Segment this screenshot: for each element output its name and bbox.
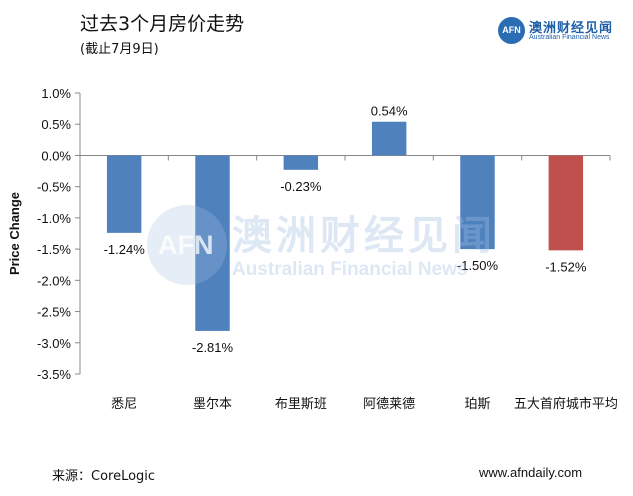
source-note: 来源：CoreLogic [52, 469, 156, 484]
brand-name: 澳洲财经见闻 [529, 21, 614, 36]
brand-logo-block: AFN 澳洲财经见闻 Australian Financial News [498, 17, 628, 49]
y-tick-label: -3.0% [37, 336, 71, 351]
data-label: -1.52% [545, 259, 587, 274]
chart-title: 过去3个月房价走势 [80, 13, 245, 35]
y-tick-label: -1.5% [37, 242, 71, 257]
bar [106, 155, 142, 233]
data-label: -1.24% [104, 242, 146, 257]
y-tick-label: -1.0% [37, 211, 71, 226]
bar-chart: 1.0% 0.5% 0.0% -0.5% -1.0% -1.5% -2.0% -2.5% -3.… [7, 86, 618, 412]
category-label: 阿德莱德 [363, 397, 415, 412]
bar [548, 155, 584, 251]
data-label: -1.50% [457, 258, 499, 273]
y-tick-label: 0.5% [41, 117, 71, 132]
category-label: 布里斯班 [275, 397, 327, 412]
bar [460, 155, 495, 250]
data-label: 0.54% [371, 104, 408, 119]
y-tick-label: -0.5% [37, 180, 71, 195]
bar [283, 155, 319, 170]
y-tick-label: 1.0% [41, 86, 71, 101]
bar [371, 121, 407, 156]
y-tick-label: 0.0% [41, 148, 71, 163]
chart-subtitle: (截止7月9日) [80, 42, 159, 57]
brand-tagline: Australian Financial News [529, 34, 610, 41]
y-axis-title: Price Change [7, 192, 22, 275]
category-label: 墨尔本 [193, 397, 232, 412]
data-label: -2.81% [192, 340, 234, 355]
category-label: 五大首府城市平均 [514, 396, 618, 412]
data-label: -0.23% [280, 179, 322, 194]
afn-logo-icon: AFN [498, 17, 525, 44]
category-label: 珀斯 [464, 397, 490, 412]
bar [195, 155, 230, 331]
y-tick-label: -3.5% [37, 367, 71, 382]
website-url: www.afndaily.com [479, 465, 583, 480]
category-label: 悉尼 [111, 397, 137, 412]
y-tick-label: -2.5% [37, 305, 71, 320]
y-tick-label: -2.0% [37, 273, 71, 288]
